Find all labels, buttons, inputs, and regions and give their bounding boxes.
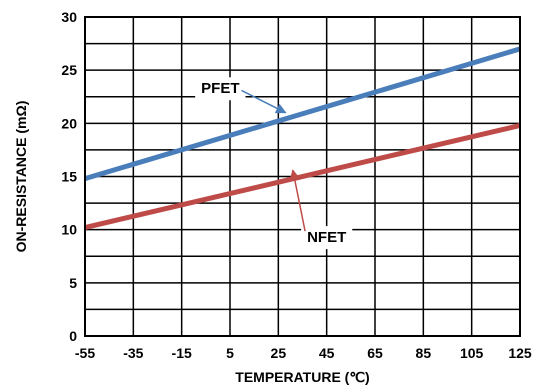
x-tick-label: 45 — [319, 345, 335, 361]
callout-arrow-nfet — [289, 169, 306, 232]
callout-arrow-pfet — [241, 89, 287, 114]
x-tick-label: 5 — [226, 345, 234, 361]
x-tick-labels: -55 -35 -15 5 25 45 65 85 105 125 — [75, 345, 532, 361]
y-tick-label: 15 — [61, 169, 77, 185]
plot-area-frame — [84, 16, 521, 337]
y-tick-label: 25 — [61, 62, 77, 78]
y-tick-label: 30 — [61, 9, 77, 25]
series-label-pfet: PFET — [201, 80, 239, 97]
y-tick-labels: 0 5 10 15 20 25 30 — [61, 9, 77, 344]
series-layer — [84, 46, 521, 230]
series-label-background — [195, 77, 246, 101]
series-label-nfet: NFET — [307, 229, 346, 246]
callouts: PFET NFET — [195, 77, 353, 250]
series-line-nfet — [84, 123, 521, 230]
y-tick-label: 20 — [61, 115, 77, 131]
x-tick-label: -15 — [172, 345, 192, 361]
y-axis-title: ON-RESISTANCE (mΩ) — [13, 101, 29, 253]
x-tick-label: -35 — [123, 345, 143, 361]
x-tick-label: 105 — [460, 345, 484, 361]
x-tick-label: 65 — [367, 345, 383, 361]
y-tick-label: 0 — [69, 328, 77, 344]
series-label-background — [301, 226, 353, 250]
x-tick-label: 85 — [416, 345, 432, 361]
x-axis-title: TEMPERATURE (℃) — [235, 369, 369, 385]
x-tick-label: 125 — [508, 345, 532, 361]
series-line-pfet — [84, 46, 521, 182]
x-tick-label: 25 — [271, 345, 287, 361]
y-tick-label: 10 — [61, 222, 77, 238]
x-tick-label: -55 — [75, 345, 95, 361]
y-tick-label: 5 — [69, 275, 77, 291]
